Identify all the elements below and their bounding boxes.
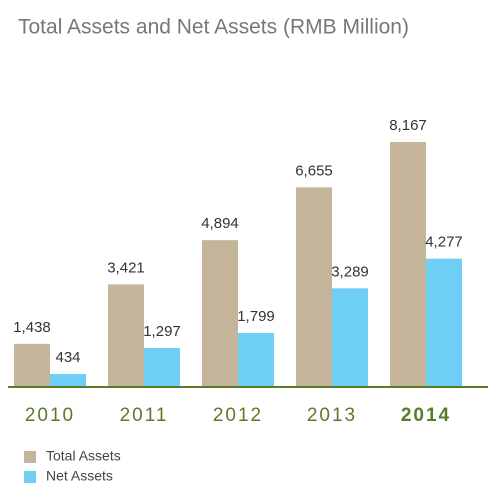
x-tick-label: 2014 — [401, 405, 451, 426]
x-tick-label: 2011 — [120, 405, 169, 426]
data-label: 4,894 — [201, 215, 239, 232]
bar — [296, 187, 332, 387]
data-label: 3,421 — [107, 259, 145, 276]
data-label: 3,289 — [331, 263, 369, 280]
bar — [50, 373, 86, 387]
legend-swatch — [24, 471, 36, 483]
bar — [426, 258, 462, 387]
data-label: 1,438 — [13, 319, 51, 336]
data-label: 434 — [55, 349, 80, 366]
data-label: 8,167 — [389, 117, 427, 134]
x-tick-label: 2010 — [25, 405, 75, 426]
bar — [14, 343, 50, 387]
legend-label: Net Assets — [46, 468, 113, 484]
data-label: 1,297 — [143, 323, 181, 340]
bar — [238, 333, 274, 387]
legend-label: Total Assets — [46, 448, 121, 464]
data-label: 6,655 — [295, 162, 333, 179]
bar — [332, 288, 368, 387]
x-tick-label: 2013 — [307, 405, 357, 426]
data-label: 1,799 — [237, 308, 275, 325]
x-tick-label: 2012 — [213, 405, 263, 426]
legend-swatch — [24, 451, 36, 463]
bar — [202, 240, 238, 387]
bar — [390, 141, 426, 387]
bar — [108, 284, 144, 387]
chart-title: Total Assets and Net Assets (RMB Million… — [18, 16, 409, 39]
bar — [144, 348, 180, 387]
data-label: 4,277 — [425, 234, 463, 251]
